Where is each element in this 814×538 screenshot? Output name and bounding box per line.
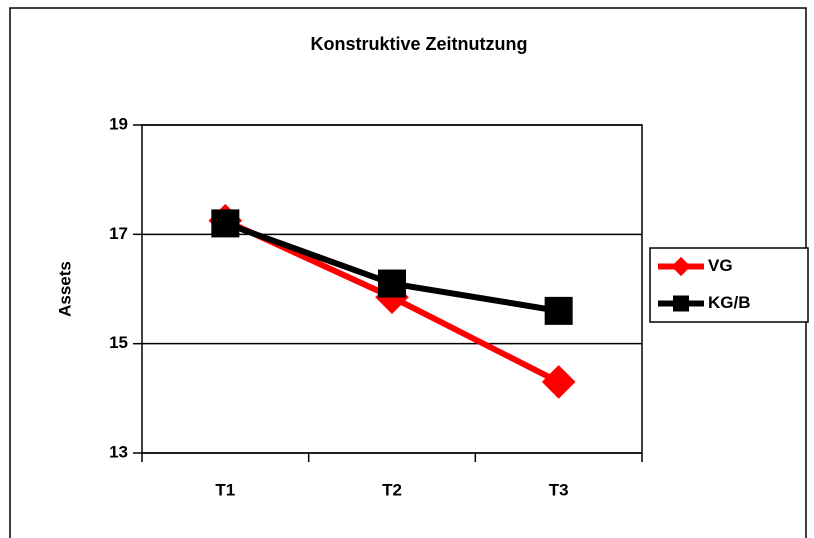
y-tick-label: 13: [109, 442, 128, 461]
data-point: [378, 269, 406, 298]
legend-marker: [671, 256, 691, 277]
legend-marker: [673, 295, 689, 312]
x-tick-label: T3: [549, 480, 569, 499]
data-point: [211, 209, 240, 238]
y-axis-label: Assets: [55, 261, 74, 317]
legend-label: VG: [708, 256, 733, 275]
x-tick-label: T2: [382, 480, 402, 499]
y-tick-label: 17: [109, 224, 128, 243]
y-tick-label: 15: [109, 333, 128, 352]
data-point: [544, 296, 573, 325]
data-point: [541, 365, 576, 399]
x-tick-label: T1: [215, 480, 235, 499]
legend-label: KG/B: [708, 293, 751, 312]
chart-title: Konstruktive Zeitnutzung: [311, 34, 528, 54]
y-tick-label: 19: [109, 114, 128, 133]
